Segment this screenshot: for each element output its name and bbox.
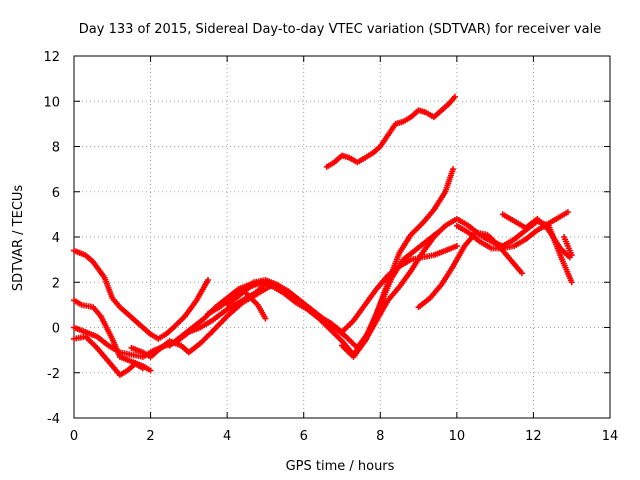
x-tick-label: 8 [376, 429, 384, 444]
series-pass-11 [339, 215, 575, 360]
series-pass-14 [499, 211, 573, 261]
series-pass-15 [561, 234, 575, 259]
data-layer [71, 93, 575, 379]
series-pass-1 [71, 247, 211, 342]
data-point [451, 93, 458, 100]
data-point [147, 367, 154, 374]
chart-title: Day 133 of 2015, Sidereal Day-to-day VTE… [79, 22, 601, 37]
x-axis-label: GPS time / hours [286, 459, 395, 474]
data-point [568, 252, 575, 259]
data-point [453, 243, 460, 250]
x-tick-label: 12 [525, 429, 542, 444]
x-tick-label: 2 [146, 429, 154, 444]
tick-labels: 0 2 4 6 8 10 12 14 -4 -2 0 2 4 6 8 10 12 [43, 50, 618, 444]
data-point [139, 365, 146, 372]
series-pass-5 [128, 283, 273, 360]
y-tick-label: 2 [52, 276, 60, 291]
x-tick-label: 14 [602, 429, 619, 444]
y-tick-label: 10 [43, 95, 60, 110]
y-tick-label: -4 [47, 412, 60, 427]
data-point [262, 315, 269, 322]
x-tick-label: 4 [223, 429, 231, 444]
y-tick-label: -2 [47, 367, 60, 382]
data-point [564, 209, 571, 216]
axes [73, 55, 611, 419]
series-pass-8 [224, 243, 460, 336]
data-point [450, 166, 457, 173]
data-point [568, 279, 575, 286]
x-tick-label: 10 [449, 429, 466, 444]
y-tick-label: 8 [52, 141, 60, 156]
series-pass-9 [243, 290, 269, 322]
series-pass-10 [323, 93, 458, 170]
y-tick-label: 4 [52, 231, 60, 246]
series-pass-3 [71, 333, 146, 379]
y-tick-label: 6 [52, 186, 60, 201]
y-tick-label: 0 [52, 322, 60, 337]
grid [74, 56, 610, 418]
y-axis-label: SDTVAR / TECUs [11, 185, 26, 292]
data-point [518, 270, 525, 277]
x-tick-label: 0 [70, 429, 78, 444]
data-point [205, 276, 211, 283]
y-tick-label: 12 [43, 50, 60, 65]
x-tick-label: 6 [300, 429, 308, 444]
